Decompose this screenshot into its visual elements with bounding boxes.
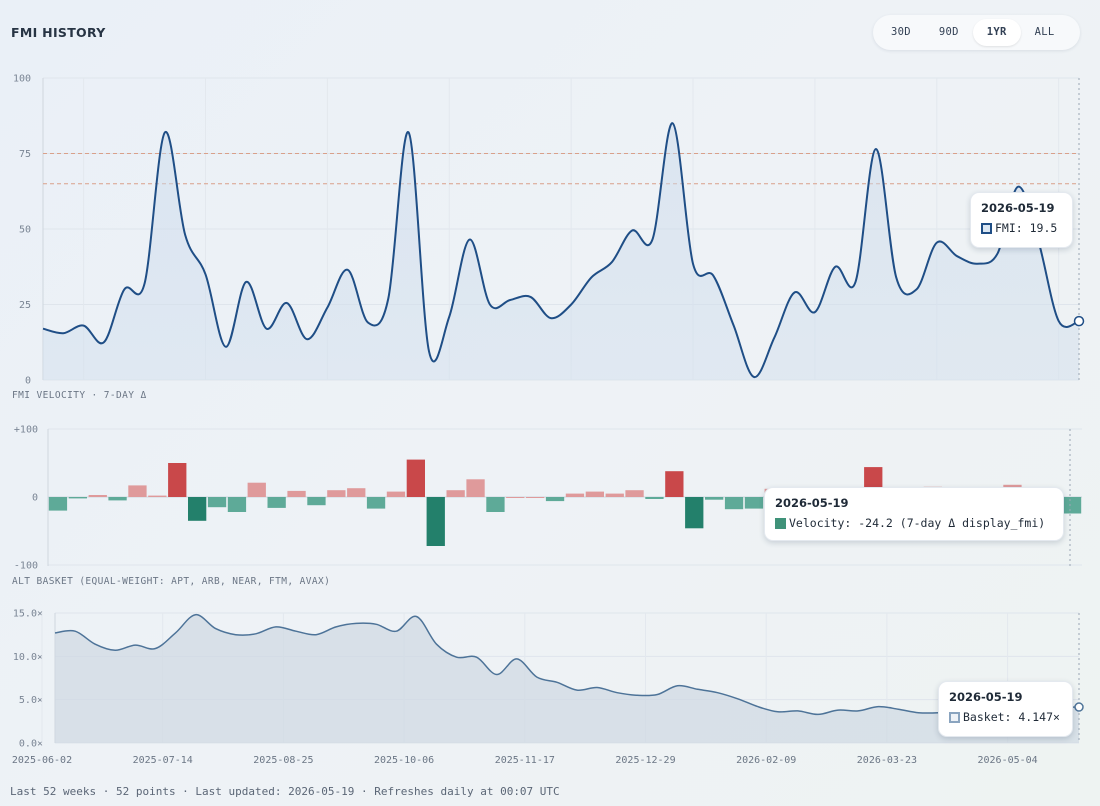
velocity-bar: [1062, 497, 1082, 514]
velocity-bar: [645, 497, 664, 499]
velocity-bar: [665, 471, 684, 497]
hover-point: [1073, 315, 1085, 327]
velocity-bar: [287, 490, 306, 497]
velocity-bar: [605, 493, 624, 497]
y-tick-label: -100: [14, 561, 38, 572]
velocity-bar: [168, 463, 187, 497]
velocity-bar: [486, 497, 505, 512]
velocity-bar: [625, 490, 644, 497]
velocity-bar: [506, 497, 525, 498]
velocity-bar: [307, 497, 326, 506]
velocity-bar: [406, 459, 425, 497]
y-tick-label: 100: [13, 74, 31, 85]
tooltip-date: 2026-05-19: [775, 496, 849, 510]
tooltip-date: 2026-05-19: [981, 201, 1055, 215]
x-tick-label: 2025-07-14: [133, 755, 193, 766]
hover-point: [1074, 702, 1084, 712]
x-tick-label: 2025-12-29: [615, 755, 675, 766]
velocity-bar: [188, 497, 207, 521]
velocity-bar: [68, 497, 87, 499]
velocity-label: FMI VELOCITY · 7-DAY Δ: [12, 390, 147, 401]
velocity-bar: [148, 495, 167, 497]
velocity-bar: [327, 490, 346, 497]
x-tick-label: 2026-05-04: [977, 755, 1037, 766]
range-button-all[interactable]: ALL: [1034, 26, 1055, 38]
velocity-tooltip: 2026-05-19 Velocity: -24.2 (7-day Δ disp…: [764, 487, 1064, 541]
velocity-bar: [108, 497, 127, 501]
y-tick-label: 5.0×: [19, 695, 43, 706]
velocity-bar: [207, 497, 227, 508]
y-tick-label: +100: [14, 425, 38, 436]
velocity-bar: [565, 493, 585, 497]
range-selector: 30D 90D 1YR ALL: [873, 15, 1080, 50]
velocity-bar: [88, 495, 107, 497]
fmi-tooltip: 2026-05-19 FMI: 19.5: [970, 192, 1073, 248]
velocity-bar: [724, 497, 744, 510]
basket-tooltip: 2026-05-19 Basket: 4.147×: [938, 681, 1073, 737]
basket-label: ALT BASKET (EQUAL-WEIGHT: APT, ARB, NEAR…: [12, 576, 331, 587]
velocity-bar: [386, 491, 406, 497]
velocity-bar: [426, 497, 445, 546]
y-tick-label: 0.0×: [19, 739, 43, 750]
y-tick-label: 15.0×: [13, 609, 43, 620]
tooltip-date: 2026-05-19: [949, 690, 1023, 704]
y-tick-label: 0: [32, 493, 38, 504]
fmi-line: [42, 122, 1080, 378]
page-title: FMI HISTORY: [11, 25, 106, 40]
basket-line: [54, 613, 1080, 716]
basket-chart[interactable]: 0.0× 5.0× 10.0× 15.0× 2025-06-02 2025-07-14 20…: [12, 609, 1084, 767]
velocity-bar: [526, 497, 545, 498]
velocity-bar: [267, 497, 286, 508]
basket-swatch: [949, 711, 960, 723]
y-tick-label: 50: [19, 225, 31, 236]
x-tick-label: 2026-03-23: [857, 755, 917, 766]
range-button-90d[interactable]: 90D: [938, 26, 959, 38]
y-tick-label: 10.0×: [13, 652, 43, 663]
range-button-30d[interactable]: 30D: [891, 26, 911, 38]
y-tick-label: 0: [25, 376, 31, 387]
velocity-bar: [247, 482, 266, 497]
range-button-1yr[interactable]: 1YR: [972, 19, 1021, 46]
tooltip-value: FMI: 19.5: [995, 221, 1058, 235]
velocity-bar: [347, 488, 366, 497]
velocity-bar: [366, 497, 386, 509]
velocity-bar: [585, 491, 604, 497]
x-tick-label: 2026-02-09: [736, 755, 796, 766]
velocity-bar: [545, 497, 565, 502]
velocity-bar: [48, 497, 68, 511]
fmi-area: [43, 123, 1079, 380]
y-tick-label: 75: [19, 149, 31, 160]
y-tick-label: 25: [19, 300, 31, 311]
fmi-swatch: [981, 222, 992, 234]
velocity-bar: [227, 497, 247, 512]
fmi-chart[interactable]: 0 25 50 75 100: [13, 74, 1085, 387]
charts-canvas[interactable]: 0 25 50 75 100 +100 0 -100 0.0× 5.0× 10.0× 15.0× 2…: [0, 0, 1100, 780]
tooltip-value: Velocity: -24.2 (7-day Δ display_fmi): [789, 516, 1046, 530]
x-tick-label: 2025-06-02: [12, 755, 72, 766]
tooltip-value: Basket: 4.147×: [963, 710, 1060, 724]
velocity-bar: [685, 497, 704, 529]
velocity-bar: [744, 497, 764, 509]
header: FMI HISTORY 30D 90D 1YR ALL: [0, 0, 1100, 66]
velocity-bar: [466, 479, 485, 497]
basket-area: [55, 614, 1079, 743]
velocity-bar: [446, 490, 465, 497]
velocity-bar: [705, 497, 724, 500]
velocity-swatch: [775, 517, 786, 529]
footer-status: Last 52 weeks · 52 points · Last updated…: [10, 785, 560, 798]
x-tick-label: 2025-08-25: [253, 755, 313, 766]
x-tick-label: 2025-10-06: [374, 755, 434, 766]
x-tick-label: 2025-11-17: [495, 755, 555, 766]
velocity-bar: [128, 485, 147, 497]
